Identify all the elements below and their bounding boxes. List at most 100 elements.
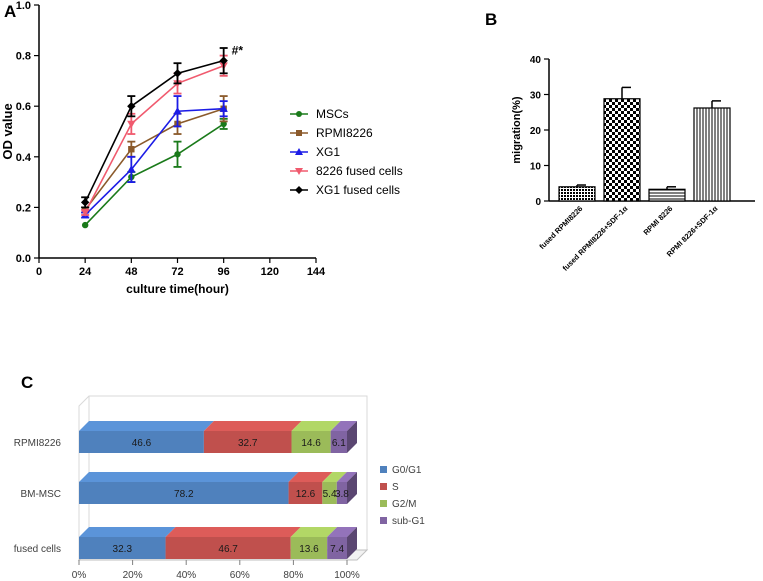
segment-front-face [336,482,347,504]
bar-segment: 3.8 [335,472,357,504]
data-point [127,165,136,173]
data-point [81,221,89,229]
bar-segment: 46.7 [165,527,301,559]
segment-top-face [79,421,214,431]
legend-label: sub-G1 [392,516,425,527]
x-tick-label: 0% [72,570,87,581]
data-point [173,107,182,115]
data-label: 7.4 [330,544,344,555]
y-tick-label: 0.0 [16,253,31,265]
x-tick-label: 48 [125,266,137,278]
data-point [219,56,228,65]
y-tick-label: 20 [530,126,542,137]
x-tick-label: 72 [171,266,183,278]
x-axis-label: culture time(hour) [126,282,229,296]
segment-front-face [79,537,166,559]
y-tick-label: RPMI8226 [14,438,62,449]
segment-front-face [290,537,328,559]
segment-front-face [291,431,331,453]
segment-top-face [288,472,333,482]
segment-side-face [347,527,357,559]
legend-label: S [392,482,399,493]
x-tick-label: 120 [261,266,279,278]
segment-top-face [330,421,357,431]
y-tick-label: 10 [530,162,542,173]
bar-segment: 14.6 [291,421,341,453]
series-line [84,59,224,203]
legend-marker [295,168,303,175]
data-label: 13.6 [299,544,319,555]
legend-entry: XG1 fused cells [290,183,400,197]
data-point [173,69,182,78]
legend-label: MSCs [316,107,349,121]
y-tick-label: fused cells [14,544,61,555]
data-label: 5.4 [323,489,337,500]
segment-side-face [347,421,357,453]
data-label: 78.2 [174,489,194,500]
bar-row: RPMI8226 46.6 32.7 14.6 6.1 [14,421,357,453]
bar-row: BM-MSC 78.2 12.6 5.43.8 [20,472,357,504]
y-tick-label: BM-MSC [20,489,61,500]
series-xg1-fused-cells [80,47,228,209]
series-line [84,123,225,226]
legend-label: XG1 [316,145,340,159]
segment-front-face [79,482,289,504]
legend-entry: G2/M [380,499,416,510]
bar-segment: 12.6 [288,472,333,504]
significance-annotation: #* [232,44,244,58]
x-tick-label: 40% [176,570,196,581]
series-line [84,107,224,211]
segment-top-face [203,421,302,431]
data-label: 46.7 [218,544,238,555]
bar-segment: 6.1 [330,421,357,453]
x-tick-label: 100% [334,570,360,581]
segment-front-face [79,431,204,453]
series-line [84,64,224,213]
data-point [80,198,90,207]
x-tick-label: 60% [230,570,250,581]
segment-top-face [322,472,347,482]
x-tick-label: 24 [79,266,92,278]
data-label: 32.3 [113,544,133,555]
legend-swatch [380,483,387,490]
segment-top-face [336,472,357,482]
data-point [219,104,228,112]
segment-front-face [288,482,323,504]
y-tick-label: 0.6 [16,101,31,113]
segment-top-face [79,472,299,482]
legend-swatch [380,466,387,473]
legend-marker [296,111,302,117]
legend-entry: G0/G1 [380,465,422,476]
data-label: 12.6 [296,489,316,500]
bar-segment: 5.4 [322,472,347,504]
legend-entry: XG1 [290,145,340,159]
data-point [220,120,227,128]
panel-letter-c: C [21,373,34,392]
segment-front-face [322,482,337,504]
segment-top-face [327,527,357,537]
legend-entry: sub-G1 [380,516,425,527]
legend-entry: 8226 fused cells [290,164,403,178]
data-label: 32.7 [238,438,258,449]
segment-front-face [203,431,292,453]
bar-segment: 32.3 [79,527,176,559]
series-8226-fused-cells [80,54,228,217]
bar-segment: 32.7 [203,421,302,453]
bar-segment: 78.2 [79,472,299,504]
segment-top-face [165,527,301,537]
x-tick-label: 20% [123,570,143,581]
y-tick-label: 0.8 [16,51,31,63]
segment-front-face [330,431,347,453]
panel-letter-b: B [485,10,498,29]
legend-entry: MSCs [290,107,349,121]
segment-top-face [79,527,176,537]
data-label: 14.6 [301,438,321,449]
y-tick-label: 1.0 [16,0,31,12]
data-label: 6.1 [332,438,346,449]
segment-top-face [290,527,338,537]
legend-label: G2/M [392,499,416,510]
segment-top-face [291,421,341,431]
